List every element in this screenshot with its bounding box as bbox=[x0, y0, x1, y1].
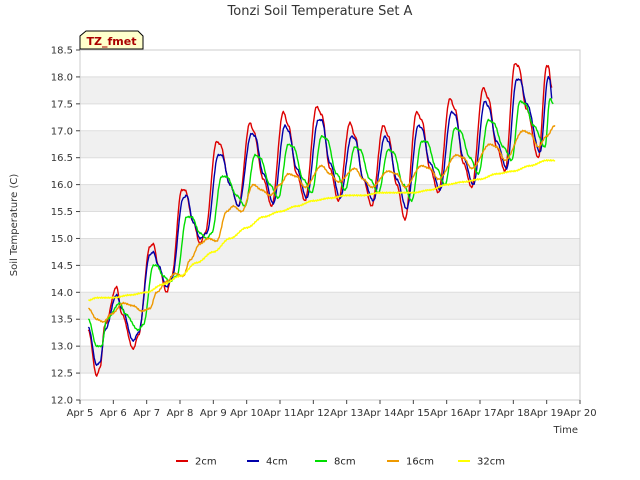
y-tick-label: 16.0 bbox=[51, 180, 73, 191]
y-tick-label: 17.5 bbox=[51, 99, 73, 110]
x-tick-label: Apr 9 bbox=[200, 408, 227, 419]
x-tick-label: Apr 5 bbox=[67, 408, 94, 419]
y-tick-label: 13.5 bbox=[51, 315, 73, 326]
annotation-badge-shape bbox=[79, 30, 144, 50]
legend-label: 8cm bbox=[334, 457, 356, 468]
legend-label: 32cm bbox=[477, 457, 505, 468]
grid-band bbox=[80, 346, 580, 374]
y-tick-label: 14.5 bbox=[51, 261, 73, 272]
x-tick-label: Apr 6 bbox=[100, 408, 127, 419]
legend-item-16cm: 16cm bbox=[387, 457, 434, 468]
x-tick-label: Apr 15 bbox=[397, 408, 430, 419]
x-tick-label: Apr 7 bbox=[133, 408, 160, 419]
plot-border bbox=[79, 49, 581, 401]
x-tick-label: Apr 12 bbox=[297, 408, 330, 419]
y-tick-label: 18.5 bbox=[51, 46, 73, 57]
grid-band bbox=[80, 238, 580, 266]
y-tick-label: 15.5 bbox=[51, 207, 73, 218]
series-line-32cm bbox=[88, 158, 556, 302]
x-tick-label: Apr 11 bbox=[263, 408, 296, 419]
x-axis: Apr 5 Apr 6 Apr 7 Apr 8 Apr 9 Apr 10 Apr 11 Apr… bbox=[67, 400, 597, 419]
y-tick-label: 14.0 bbox=[51, 288, 73, 299]
legend-item-32cm: 32cm bbox=[458, 457, 505, 468]
y-tick-label: 17.0 bbox=[51, 126, 73, 137]
legend-item-2cm: 2cm bbox=[176, 457, 217, 468]
x-tick-label: Apr 20 bbox=[563, 408, 596, 419]
x-tick-label: Apr 19 bbox=[530, 408, 563, 419]
x-tick-label: Apr 14 bbox=[363, 408, 396, 419]
series-line-4cm bbox=[87, 75, 553, 366]
plot-background bbox=[79, 49, 581, 401]
x-tick-label: Apr 8 bbox=[167, 408, 194, 419]
y-tick-label: 15.0 bbox=[51, 234, 73, 245]
legend-item-4cm: 4cm bbox=[247, 457, 288, 468]
y-axis-label: Soil Temperature (C) bbox=[9, 174, 20, 277]
x-tick-label: Apr 17 bbox=[463, 408, 496, 419]
y-tick-label: 18.0 bbox=[51, 72, 73, 83]
legend-label: 16cm bbox=[406, 457, 434, 468]
series-line-8cm bbox=[87, 97, 554, 348]
y-axis: 12.0 12.5 13.0 13.5 14.0 14.5 15.0 15.5 16.0 16.5… bbox=[51, 46, 80, 407]
x-tick-label: Apr 10 bbox=[230, 408, 263, 419]
series-line-16cm bbox=[88, 124, 556, 323]
annotation-badge-text: TZ_fmet bbox=[87, 35, 137, 48]
y-tick-label: 12.5 bbox=[51, 369, 73, 380]
series-line-2cm bbox=[87, 63, 553, 377]
grid-band bbox=[80, 76, 580, 104]
y-tick-label: 16.5 bbox=[51, 153, 73, 164]
legend-label: 4cm bbox=[266, 457, 288, 468]
x-tick-label: Apr 16 bbox=[430, 408, 463, 419]
series-lines bbox=[87, 63, 556, 377]
x-axis-label: Time bbox=[553, 425, 578, 436]
plot-area bbox=[80, 50, 580, 400]
grid-band bbox=[80, 130, 580, 158]
y-tick-label: 12.0 bbox=[51, 396, 73, 407]
chart-title: Tonzi Soil Temperature Set A bbox=[227, 4, 413, 19]
legend-item-8cm: 8cm bbox=[315, 457, 356, 468]
y-tick-label: 13.0 bbox=[51, 342, 73, 353]
x-tick-label: Apr 18 bbox=[497, 408, 530, 419]
legend: 2cm 4cm 8cm 16cm 32cm bbox=[176, 457, 505, 468]
legend-label: 2cm bbox=[195, 457, 217, 468]
annotation-badge: TZ_fmet bbox=[79, 30, 144, 50]
x-tick-label: Apr 13 bbox=[330, 408, 363, 419]
grid-band bbox=[80, 292, 580, 320]
